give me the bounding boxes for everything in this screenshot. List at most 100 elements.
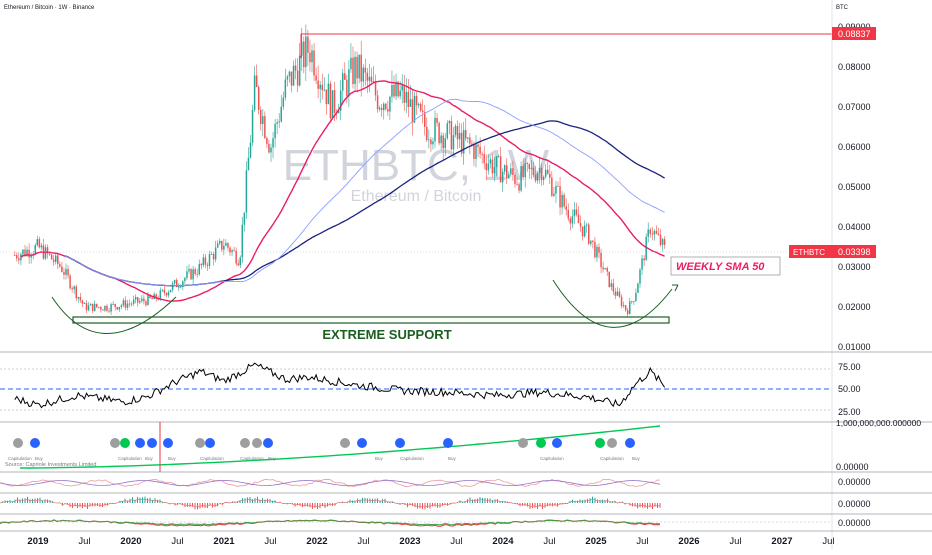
candle-body	[645, 236, 647, 261]
candle-body	[467, 137, 469, 139]
candle-body	[477, 144, 479, 147]
candle-body	[67, 268, 69, 276]
signal-dot	[13, 438, 23, 448]
candle-body	[549, 173, 551, 178]
signal-label: Buy	[375, 456, 384, 461]
candle-body	[83, 303, 86, 304]
candle-body	[266, 138, 268, 144]
candle-body	[524, 163, 526, 178]
candle-body	[366, 72, 369, 81]
candle-body	[188, 269, 190, 272]
candle-body	[350, 57, 352, 70]
candle-body	[573, 209, 576, 217]
time-tick-label: Jul	[264, 536, 276, 547]
candle-body	[307, 36, 309, 53]
candle-body	[598, 246, 600, 253]
candle-body	[253, 75, 256, 110]
candle-body	[128, 303, 131, 305]
signal-dot	[110, 438, 120, 448]
candle-body	[616, 291, 619, 296]
time-axis[interactable]: 2019 Jul 2020 Jul 2021 Jul 2022 Jul 2023 Jul 2024 J…	[27, 536, 834, 547]
extreme-support-zone[interactable]	[72, 316, 670, 324]
candle-body	[659, 234, 662, 245]
osc2-line	[0, 498, 661, 508]
ath-price-text: 0.08837	[838, 29, 871, 39]
candle-body	[491, 159, 494, 174]
sma-label-box[interactable]	[670, 256, 781, 276]
candle-body	[583, 225, 586, 237]
candle-body	[192, 269, 194, 280]
candle-body	[229, 247, 231, 253]
time-tick-label: Jul	[78, 536, 90, 547]
candle-body	[65, 268, 67, 275]
signal-label: Capitulation	[540, 456, 564, 461]
candle-body	[118, 306, 121, 310]
symbol-tag-text: ETHBTC	[793, 248, 825, 257]
rsi-tick-50: 50.00	[838, 384, 861, 394]
signal-dot	[552, 438, 562, 448]
signal-label: Capitulation	[240, 456, 264, 461]
rsi-pane[interactable]: 75.00 50.00 25.00	[0, 362, 861, 417]
candle-body	[557, 185, 559, 187]
extreme-support-label: EXTREME SUPPORT	[322, 327, 451, 342]
candle-body	[59, 264, 61, 267]
candle-body	[585, 224, 588, 226]
candle-body	[428, 139, 430, 141]
candle-body	[149, 294, 151, 298]
price-axis[interactable]: 0.01000 0.02000 0.03000 0.04000 0.05000 0.060…	[838, 22, 871, 352]
signal-dot	[443, 438, 453, 448]
signal-curve	[20, 425, 661, 469]
support-arc-left	[51, 296, 177, 334]
oscillator-pane-3[interactable]: 0.00000	[0, 518, 871, 528]
candle-body	[360, 54, 362, 82]
time-tick-label: Jul	[450, 536, 462, 547]
candle-body	[286, 76, 289, 80]
candle-body	[173, 280, 176, 284]
candle-body	[462, 130, 465, 154]
rsi-line	[14, 362, 666, 409]
candle-body	[378, 107, 381, 110]
candle-body	[93, 303, 96, 312]
candle-body	[98, 307, 100, 308]
price-tick-label: 0.05000	[838, 182, 871, 192]
candle-body	[180, 286, 182, 288]
candle-body	[426, 126, 428, 141]
candle-body	[647, 229, 649, 237]
candle-body	[130, 303, 133, 305]
price-tick-label: 0.02000	[838, 302, 871, 312]
candle-body	[544, 169, 547, 177]
candle-body	[223, 245, 225, 250]
candle-body	[251, 109, 254, 143]
candle-body	[520, 166, 522, 191]
candle-body	[216, 243, 219, 248]
candle-body	[137, 297, 139, 303]
candle-body	[190, 269, 192, 280]
candle-body	[260, 110, 262, 125]
price-tick-label: 0.04000	[838, 222, 871, 232]
candle-body	[134, 297, 137, 300]
candle-body	[16, 255, 18, 259]
arrow-head-icon	[672, 284, 679, 292]
candle-body	[651, 233, 654, 235]
candle-body	[663, 239, 666, 245]
signal-dot	[607, 438, 617, 448]
candle-body	[200, 263, 203, 266]
signal-pane[interactable]: Capitulation Buy Capitulation Buy Buy Capitul…	[5, 418, 921, 472]
oscillator-pane-1[interactable]: 0.00000	[0, 477, 871, 488]
candle-body	[522, 166, 524, 178]
candle-body	[331, 90, 334, 119]
time-tick-label: 2025	[585, 536, 607, 547]
candle-body	[208, 254, 211, 266]
candle-body	[40, 245, 43, 248]
price-tick-label: 0.01000	[838, 342, 871, 352]
candle-body	[243, 212, 246, 225]
oscillator-pane-2[interactable]: 0.00000	[0, 496, 871, 510]
candle-body	[442, 135, 444, 149]
signal-dot	[263, 438, 273, 448]
candle-body	[298, 55, 301, 86]
candle-body	[622, 305, 625, 307]
candle-body	[495, 156, 498, 168]
candle-body	[469, 137, 471, 144]
candle-body	[483, 153, 485, 164]
